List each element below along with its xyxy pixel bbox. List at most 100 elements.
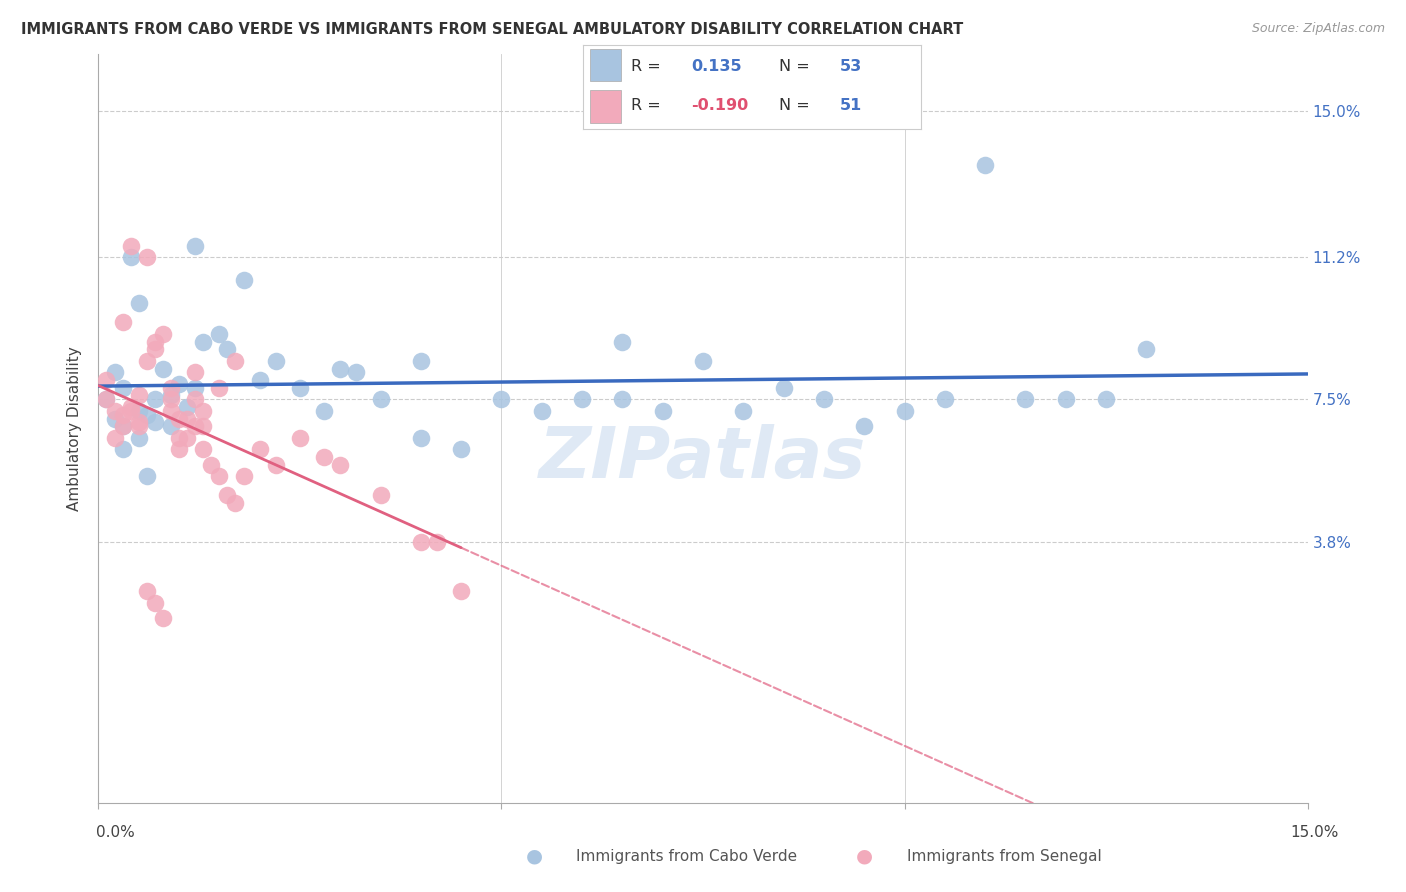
Point [143,596,166,610]
Point [426,534,449,549]
Point [813,392,835,407]
Point [409,354,432,368]
Point [184,366,207,380]
Point [249,373,271,387]
Point [135,408,157,422]
Point [200,458,222,472]
Point [208,326,231,341]
Point [128,404,150,418]
Point [143,334,166,349]
Point [193,404,215,418]
Point [612,334,634,349]
Point [692,354,714,368]
Point [120,400,142,414]
Point [167,431,190,445]
Point [344,366,367,380]
Text: -0.190: -0.190 [692,98,749,113]
Point [934,392,956,407]
Point [135,469,157,483]
Point [217,488,239,502]
Point [370,488,392,502]
Text: Source: ZipAtlas.com: Source: ZipAtlas.com [1251,22,1385,36]
Text: 51: 51 [839,98,862,113]
Point [143,343,166,357]
Point [167,376,190,391]
Text: 0.135: 0.135 [692,59,742,74]
Text: N =: N = [779,98,815,113]
Text: R =: R = [631,59,665,74]
Point [1135,343,1157,357]
Point [184,392,207,407]
Point [143,392,166,407]
Point [314,450,336,464]
Point [103,411,125,425]
Point [733,404,755,418]
Point [96,392,118,407]
Text: ●: ● [526,847,543,866]
Point [224,354,246,368]
Point [120,404,142,418]
Point [612,392,634,407]
Point [184,381,207,395]
Point [450,584,472,599]
Point [1095,392,1118,407]
Point [370,392,392,407]
Point [135,584,157,599]
Point [853,419,876,434]
Point [409,431,432,445]
Point [176,411,198,425]
Y-axis label: Ambulatory Disability: Ambulatory Disability [67,346,83,510]
Point [232,273,254,287]
Point [160,388,183,402]
Text: Immigrants from Senegal: Immigrants from Senegal [907,849,1102,863]
Point [329,361,352,376]
Point [96,392,118,407]
Bar [591,90,620,122]
Point [893,404,915,418]
Point [224,496,246,510]
Point [103,366,125,380]
Point [314,404,336,418]
Point [128,296,150,310]
Point [152,611,174,625]
Point [128,431,150,445]
Point [160,392,183,407]
Point [120,238,142,252]
Point [160,419,183,434]
Point [176,431,198,445]
Bar [591,49,620,81]
Text: R =: R = [631,98,665,113]
Point [288,431,311,445]
Text: 53: 53 [839,59,862,74]
Point [288,381,311,395]
Point [1014,392,1036,407]
Point [1054,392,1077,407]
Point [167,442,190,457]
Point [193,442,215,457]
Point [530,404,553,418]
Point [232,469,254,483]
Point [152,326,174,341]
Text: ZIPatlas: ZIPatlas [540,424,866,492]
Point [184,238,207,252]
Point [111,316,134,330]
Point [264,354,287,368]
Text: 15.0%: 15.0% [1291,825,1339,840]
Point [193,419,215,434]
Point [128,416,150,430]
Text: N =: N = [779,59,815,74]
Point [491,392,513,407]
Point [974,158,997,172]
Point [111,419,134,434]
Point [128,388,150,402]
Point [103,404,125,418]
Point [167,411,190,425]
Point [96,373,118,387]
Text: 0.0%: 0.0% [96,825,135,840]
Point [772,381,794,395]
Point [264,458,287,472]
Point [176,400,198,414]
Point [208,469,231,483]
Point [193,334,215,349]
Point [208,381,231,395]
